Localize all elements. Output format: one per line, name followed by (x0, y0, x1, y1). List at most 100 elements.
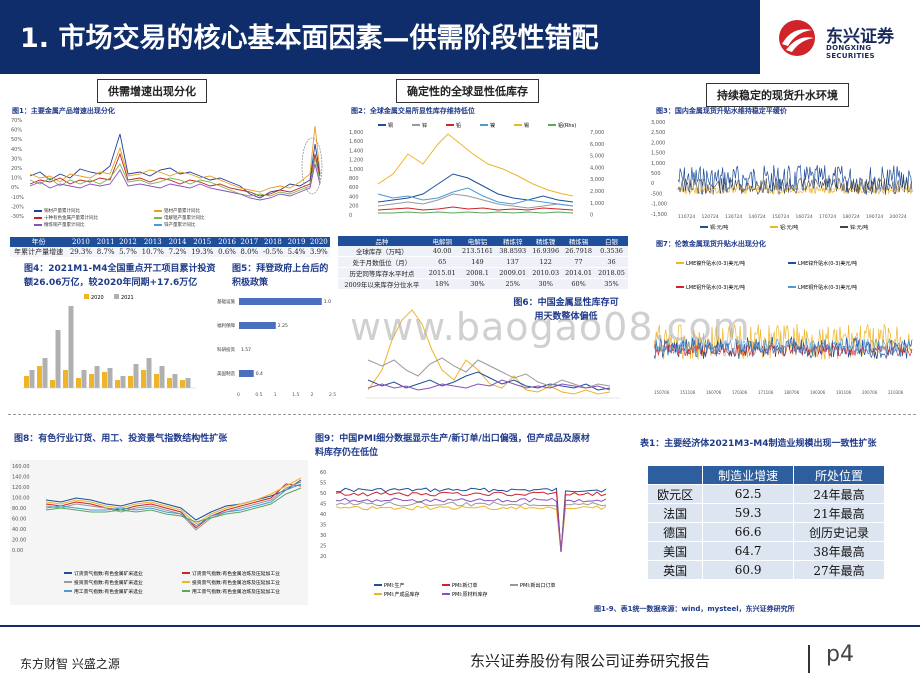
section-label-supply: 供需增速出现分化 (97, 79, 207, 103)
y-tick: 400 (349, 194, 359, 200)
table-cell: 法国 (646, 503, 704, 523)
table-row: 2009年以来库存分位水平 18% 30% 25% 30% 60% 35% (338, 278, 628, 290)
legend-label: 铜材产量累计同比 (44, 207, 80, 214)
table-header-cell: 2014 (166, 237, 189, 247)
table-cell: 38.8593 (496, 246, 530, 257)
chart-bar (89, 374, 94, 388)
table-cell: 18% (425, 278, 459, 290)
x-tick: 150724 (772, 214, 789, 220)
bar-label: 基础设施 (217, 298, 235, 305)
table-row: 英国 60.9 27年最高 (646, 560, 885, 580)
inventory-table: 品种 电解铜 电解铝 精炼锌 精炼镍 精炼锡 白银 全球库存（万吨） 40.00 213.516… (338, 236, 628, 290)
legend-swatch (480, 124, 488, 126)
table-row: 欧元区 62.5 24年最高 (646, 484, 885, 504)
table-header-cell: 电解铝 (458, 236, 497, 246)
y-tick: 60 (320, 470, 326, 476)
chart-bar (159, 366, 165, 388)
legend-swatch (676, 286, 684, 288)
legend-label: 投资景气指数:有色金属冶炼及压延加工业 (192, 579, 280, 586)
y-tick: 0 (590, 213, 593, 219)
watermark: www.baogao08.com (350, 305, 751, 349)
title-bar (0, 0, 760, 74)
y-tick: 35 (320, 523, 326, 529)
y-tick: 80.00 (12, 506, 26, 512)
table-header-cell (646, 465, 704, 485)
legend-label: PMI:新订单 (452, 582, 478, 589)
chart-bar (172, 374, 178, 388)
x-tick: 160706 (706, 390, 722, 395)
table-cell: 7.2% (166, 247, 189, 257)
y-tick: 1,800 (349, 130, 363, 136)
y-tick: 3,000 (651, 120, 665, 126)
x-tick: 130724 (725, 214, 742, 220)
y-tick: 1,000 (651, 161, 665, 167)
legend-swatch (154, 224, 162, 226)
fig7-chart: LME镍升贴水(0-3)美元/吨 LME锌升贴水(0-3)美元/吨 LME铝升贴水(… (653, 260, 913, 395)
y-tick: 45 (320, 502, 326, 508)
table-cell: 8.7% (94, 247, 117, 257)
table-cell: 65 (425, 256, 459, 268)
table-header-cell: 品种 (338, 236, 426, 246)
legend-swatch (840, 226, 848, 228)
series-line (335, 497, 607, 553)
footer-slogan: 东方财智 兴盛之源 (20, 657, 120, 671)
x-tick: 190724 (866, 214, 883, 220)
table-cell: -0.5% (260, 247, 286, 257)
table-cell: 62.5 (702, 484, 795, 504)
fig3-caption: 图3：国内金属现货升贴水维持稳定平缓价 (656, 107, 787, 115)
footer-line (0, 625, 920, 627)
y-tick: 1,000 (349, 167, 363, 173)
y-tick: -10% (11, 195, 24, 201)
table-header-cell: 2012 (116, 237, 140, 247)
page-number: p4 (826, 642, 854, 667)
x-tick: 2.5 (329, 392, 336, 398)
legend-label: 锌 (422, 122, 427, 129)
fig8-caption: 图8：有色行业订货、用工、投资景气指数结构性扩张 (14, 434, 228, 444)
data-label: 2.25 (278, 323, 288, 329)
y-tick: 5,000 (590, 154, 604, 160)
legend-label: PMI:生产 (384, 582, 405, 589)
table-cell: 36 (595, 256, 628, 268)
series-line (45, 487, 302, 523)
y-tick: -20% (11, 204, 24, 210)
table-cell: 26.7918 (562, 246, 596, 257)
y-tick: 25 (320, 544, 326, 550)
table-cell: 35% (595, 278, 628, 290)
y-tick: -1,500 (651, 212, 667, 218)
series-line (45, 483, 302, 529)
table-cell: 122 (529, 256, 563, 268)
chart-bar (120, 376, 126, 388)
x-tick: 170724 (819, 214, 836, 220)
y-tick: 50% (11, 137, 22, 143)
legend-swatch (442, 593, 450, 595)
legend-label: 铝材产量累计同比 (164, 207, 200, 214)
y-tick: 20% (11, 166, 22, 172)
x-tick: 170306 (732, 390, 748, 395)
legend-label: LME锌升贴水(0-3)美元/吨 (798, 260, 857, 267)
y-tick: 50 (320, 491, 326, 497)
series-line (45, 481, 302, 531)
chart-bar (239, 322, 276, 329)
legend-swatch (154, 210, 162, 212)
table-header-cell: 2013 (139, 237, 167, 247)
x-tick: 1 (274, 392, 277, 398)
fig2-chart: 铜 锌 铅 镍 锡 铝(Rhs) 1,800 1,600 1,400 1,200 1,000 800… (349, 122, 604, 219)
chart-bar (154, 374, 159, 388)
chart-bar (63, 370, 68, 388)
y-tick: -30% (11, 214, 24, 220)
y-tick: 160.00 (12, 464, 30, 470)
table-cell: 60% (562, 278, 596, 290)
logo-subtext: DONGXING SECURITIES (826, 44, 875, 60)
legend-label: 2020 (91, 295, 104, 301)
legend-swatch (788, 262, 796, 264)
production-growth-table: 年份 2010 2011 2012 2013 2014 2015 2016 2017 2018 20… (10, 237, 330, 257)
x-tick: 1.5 (292, 392, 299, 398)
series-line (45, 477, 302, 525)
y-tick: 4,000 (590, 165, 604, 171)
y-tick: 0 (349, 213, 352, 219)
legend-swatch (34, 217, 42, 219)
legend-label: PMI:新出口订单 (520, 582, 556, 589)
table-header-cell: 精炼镍 (529, 236, 563, 246)
legend-label: 锡 (524, 122, 529, 129)
table-cell: 149 (458, 256, 497, 268)
